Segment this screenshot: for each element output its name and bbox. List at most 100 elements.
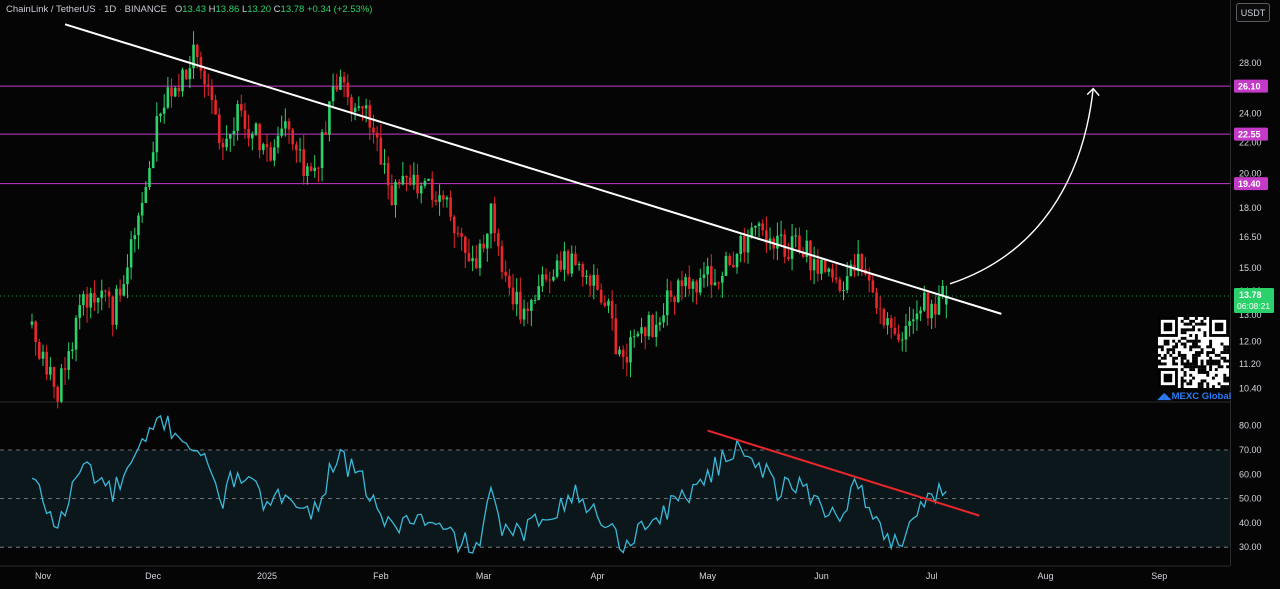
candle[interactable] bbox=[173, 86, 177, 98]
candle[interactable] bbox=[228, 133, 232, 152]
level-badge[interactable] bbox=[1234, 127, 1268, 141]
candle[interactable] bbox=[838, 276, 842, 294]
candle[interactable] bbox=[122, 275, 126, 297]
candle[interactable] bbox=[423, 178, 427, 189]
candle[interactable] bbox=[919, 306, 922, 322]
candle[interactable] bbox=[533, 294, 537, 304]
candle[interactable] bbox=[687, 265, 691, 296]
candle[interactable] bbox=[273, 139, 276, 167]
candle[interactable] bbox=[794, 227, 798, 248]
candle[interactable] bbox=[38, 338, 41, 361]
candle[interactable] bbox=[375, 126, 379, 152]
candle[interactable] bbox=[456, 226, 460, 238]
candle[interactable] bbox=[361, 105, 364, 121]
candle[interactable] bbox=[904, 313, 908, 352]
candle[interactable] bbox=[618, 346, 621, 357]
candle[interactable] bbox=[577, 261, 581, 271]
candle[interactable] bbox=[776, 222, 779, 261]
candle[interactable] bbox=[335, 73, 339, 93]
candle[interactable] bbox=[353, 103, 357, 121]
candle[interactable] bbox=[603, 295, 607, 308]
candle[interactable] bbox=[651, 313, 654, 338]
candle[interactable] bbox=[309, 162, 313, 172]
candle[interactable] bbox=[100, 279, 104, 311]
candle[interactable] bbox=[930, 299, 933, 329]
candle[interactable] bbox=[937, 285, 941, 316]
candle[interactable] bbox=[504, 260, 507, 283]
candle[interactable] bbox=[581, 261, 585, 287]
candle[interactable] bbox=[449, 190, 452, 222]
candle[interactable] bbox=[438, 184, 441, 216]
candle[interactable] bbox=[691, 278, 695, 303]
candle[interactable] bbox=[592, 264, 596, 300]
candle[interactable] bbox=[430, 171, 434, 208]
candle[interactable] bbox=[408, 164, 412, 186]
candle[interactable] bbox=[239, 94, 243, 117]
interval-label[interactable]: 1D bbox=[104, 4, 117, 15]
candle[interactable] bbox=[519, 277, 522, 324]
candle[interactable] bbox=[897, 324, 900, 343]
candle[interactable] bbox=[812, 246, 816, 285]
candle[interactable] bbox=[665, 278, 669, 326]
candle[interactable] bbox=[647, 311, 651, 340]
candle[interactable] bbox=[397, 178, 401, 189]
candle[interactable] bbox=[419, 182, 423, 204]
candle[interactable] bbox=[104, 289, 107, 302]
candle[interactable] bbox=[390, 174, 394, 206]
candle[interactable] bbox=[181, 67, 184, 97]
candle[interactable] bbox=[721, 271, 724, 298]
candle[interactable] bbox=[331, 73, 335, 108]
candle[interactable] bbox=[434, 191, 438, 206]
candle[interactable] bbox=[78, 294, 82, 330]
candle[interactable] bbox=[662, 303, 665, 328]
candle[interactable] bbox=[467, 238, 471, 263]
candle[interactable] bbox=[49, 357, 52, 381]
candle[interactable] bbox=[500, 240, 504, 280]
candle[interactable] bbox=[893, 316, 897, 336]
candle[interactable] bbox=[291, 127, 294, 151]
candle[interactable] bbox=[629, 330, 632, 378]
candles[interactable] bbox=[30, 31, 948, 409]
candle[interactable] bbox=[871, 274, 875, 294]
candle[interactable] bbox=[526, 302, 530, 324]
candle[interactable] bbox=[757, 221, 761, 238]
candle[interactable] bbox=[555, 254, 559, 279]
candle[interactable] bbox=[129, 231, 133, 280]
candle[interactable] bbox=[640, 317, 643, 344]
candle[interactable] bbox=[471, 245, 474, 272]
candle[interactable] bbox=[779, 220, 783, 245]
candle[interactable] bbox=[798, 227, 801, 255]
candle[interactable] bbox=[427, 178, 430, 181]
candle[interactable] bbox=[945, 285, 948, 319]
candle[interactable] bbox=[515, 278, 518, 317]
candle[interactable] bbox=[489, 203, 493, 249]
candle[interactable] bbox=[280, 115, 283, 138]
candle[interactable] bbox=[247, 114, 250, 147]
candle[interactable] bbox=[217, 107, 221, 150]
candle[interactable] bbox=[684, 273, 687, 298]
candle[interactable] bbox=[306, 162, 309, 185]
candle[interactable] bbox=[295, 141, 298, 163]
candle[interactable] bbox=[412, 162, 416, 190]
candle[interactable] bbox=[269, 141, 272, 163]
candle[interactable] bbox=[636, 331, 640, 338]
rsi-divergence-line[interactable] bbox=[707, 429, 980, 517]
candle[interactable] bbox=[350, 94, 353, 122]
currency-button[interactable]: USDT bbox=[1236, 3, 1270, 22]
candle[interactable] bbox=[401, 161, 405, 186]
candle[interactable] bbox=[251, 131, 254, 151]
candle[interactable] bbox=[284, 108, 287, 137]
candle[interactable] bbox=[60, 364, 63, 404]
candle[interactable] bbox=[911, 308, 915, 334]
candle[interactable] bbox=[548, 271, 552, 294]
candle[interactable] bbox=[93, 280, 96, 312]
candle[interactable] bbox=[188, 55, 192, 89]
candle[interactable] bbox=[713, 269, 717, 286]
candle[interactable] bbox=[658, 317, 662, 332]
candle[interactable] bbox=[140, 192, 144, 224]
candle[interactable] bbox=[882, 307, 886, 329]
candle[interactable] bbox=[915, 300, 919, 331]
candle[interactable] bbox=[493, 196, 496, 242]
candle[interactable] bbox=[159, 112, 162, 123]
descending-trendline[interactable] bbox=[64, 23, 1002, 315]
